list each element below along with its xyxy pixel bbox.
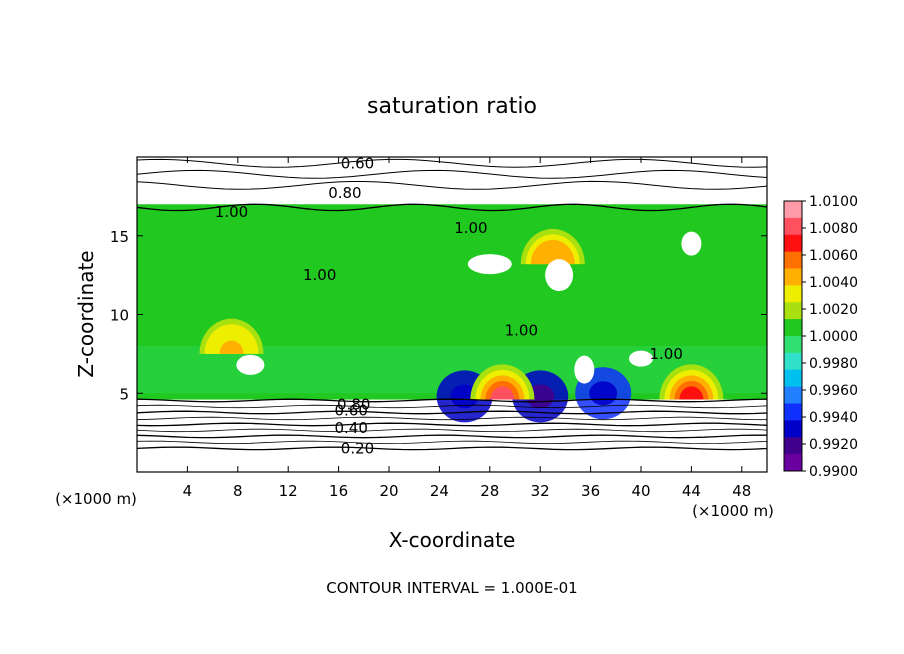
contour-label-4: 1.00 [454, 219, 487, 237]
contour-label-5: 1.00 [505, 321, 538, 339]
contour-label-7: 0.80 [337, 395, 370, 413]
dry-patch-2 [681, 231, 702, 256]
y-tick-label-0: 5 [119, 385, 129, 403]
dry-patch-4 [574, 355, 595, 384]
lower-contour-3 [137, 428, 767, 433]
colorbar-swatch-5 [784, 285, 802, 303]
contour-1-00 [137, 203, 767, 212]
lower-contour-5 [137, 416, 767, 421]
x-unit-right: (×1000 m) [692, 502, 774, 520]
y-axis: 5 10 15 [110, 228, 767, 403]
y-tick-label-1: 10 [110, 307, 129, 325]
x-tick-label-0: 4 [183, 482, 193, 500]
dry-patch-5 [629, 350, 653, 367]
x-tick-label-2: 12 [279, 482, 298, 500]
colorbar-swatch-7 [784, 319, 802, 337]
y-axis-label: Z-coordinate [74, 250, 98, 377]
colorbar-label-7: 0.9960 [809, 383, 858, 399]
colorbar-label-4: 1.0020 [809, 302, 858, 318]
colorbar-swatch-9 [784, 352, 802, 371]
x-unit-left: (×1000 m) [55, 490, 137, 508]
colorbar-swatch-15 [784, 454, 802, 472]
hot-spot-0-4 [490, 386, 515, 400]
colorbar-label-0: 1.0100 [809, 194, 858, 210]
dry-patch-3 [236, 354, 265, 375]
dry-patch-1 [545, 259, 574, 292]
y-tick-label-2: 15 [110, 228, 129, 246]
colorbar-label-6: 0.9980 [809, 356, 858, 372]
x-tick-label-6: 28 [480, 482, 499, 500]
colorbar-swatch-2 [784, 234, 802, 253]
contour-0-90 [137, 180, 767, 190]
contour-label-3: 1.00 [303, 266, 336, 284]
colorbar-swatch-3 [784, 251, 802, 269]
colorbar-label-9: 0.9920 [809, 437, 858, 453]
colorbar-swatch-0 [784, 201, 802, 219]
lower-contour-1 [137, 440, 767, 445]
contour-0-60 [137, 158, 767, 168]
x-tick-label-9: 40 [631, 482, 650, 500]
colorbar-swatch-8 [784, 336, 802, 354]
x-axis-label: X-coordinate [389, 528, 516, 552]
colorbar-swatch-11 [784, 386, 802, 404]
chart-title: saturation ratio [367, 94, 537, 119]
colorbar: 1.0100 1.0080 1.0060 1.0040 1.0020 1.0000 0.99… [783, 194, 858, 480]
x-tick-label-10: 44 [682, 482, 701, 500]
x-tick-label-5: 24 [430, 482, 449, 500]
lower-contour-4 [137, 422, 767, 427]
contour-interval-note: CONTOUR INTERVAL = 1.000E-01 [326, 579, 577, 597]
colorbar-swatch-13 [784, 420, 802, 438]
x-tick-label-3: 16 [329, 482, 348, 500]
lower-contour-2 [137, 434, 767, 439]
contour-label-9: 0.40 [334, 419, 367, 437]
cold-core-2 [589, 381, 618, 406]
contour-label-0: 0.60 [341, 154, 374, 172]
lower-contour-0 [137, 446, 767, 451]
hot-spot-1-4 [679, 386, 704, 400]
colorbar-label-3: 1.0040 [809, 275, 858, 291]
contour-label-1: 0.80 [328, 184, 361, 202]
colorbar-swatch-1 [784, 217, 802, 236]
x-tick-label-1: 8 [233, 482, 243, 500]
colorbar-swatch-4 [784, 268, 802, 286]
x-axis: 4 8 12 16 20 24 28 32 36 40 44 48 [183, 157, 751, 500]
colorbar-label-1: 1.0080 [809, 221, 858, 237]
colorbar-swatch-6 [784, 302, 802, 320]
lower-contour-7 [137, 404, 767, 409]
saturation-field [137, 204, 767, 423]
contour-label-8: 0.60 [334, 402, 367, 420]
lower-contour-8 [137, 398, 767, 403]
x-tick-label-4: 20 [379, 482, 398, 500]
contour-label-10: 0.20 [341, 439, 374, 457]
hot-spot-2-1 [204, 324, 259, 354]
x-tick-label-7: 32 [531, 482, 550, 500]
contour-lines [137, 158, 767, 451]
contour-label-6: 1.00 [649, 345, 682, 363]
colorbar-label-2: 1.0060 [809, 248, 858, 264]
dry-patch-0 [467, 254, 512, 275]
colorbar-label-5: 1.0000 [809, 329, 858, 345]
colorbar-label-10: 0.9900 [809, 464, 858, 480]
contour-0-80 [137, 169, 767, 179]
colorbar-swatch-12 [784, 403, 802, 421]
lower-contour-6 [137, 410, 767, 415]
colorbar-label-8: 0.9940 [809, 410, 858, 426]
hot-spot-2-4 [219, 340, 244, 354]
x-tick-label-11: 48 [732, 482, 751, 500]
colorbar-swatch-10 [784, 369, 802, 388]
contour-label-group: 0.600.801.001.001.001.001.000.800.600.40… [215, 154, 683, 457]
colorbar-swatch-14 [784, 437, 802, 455]
x-tick-label-8: 36 [581, 482, 600, 500]
contour-label-2: 1.00 [215, 203, 248, 221]
